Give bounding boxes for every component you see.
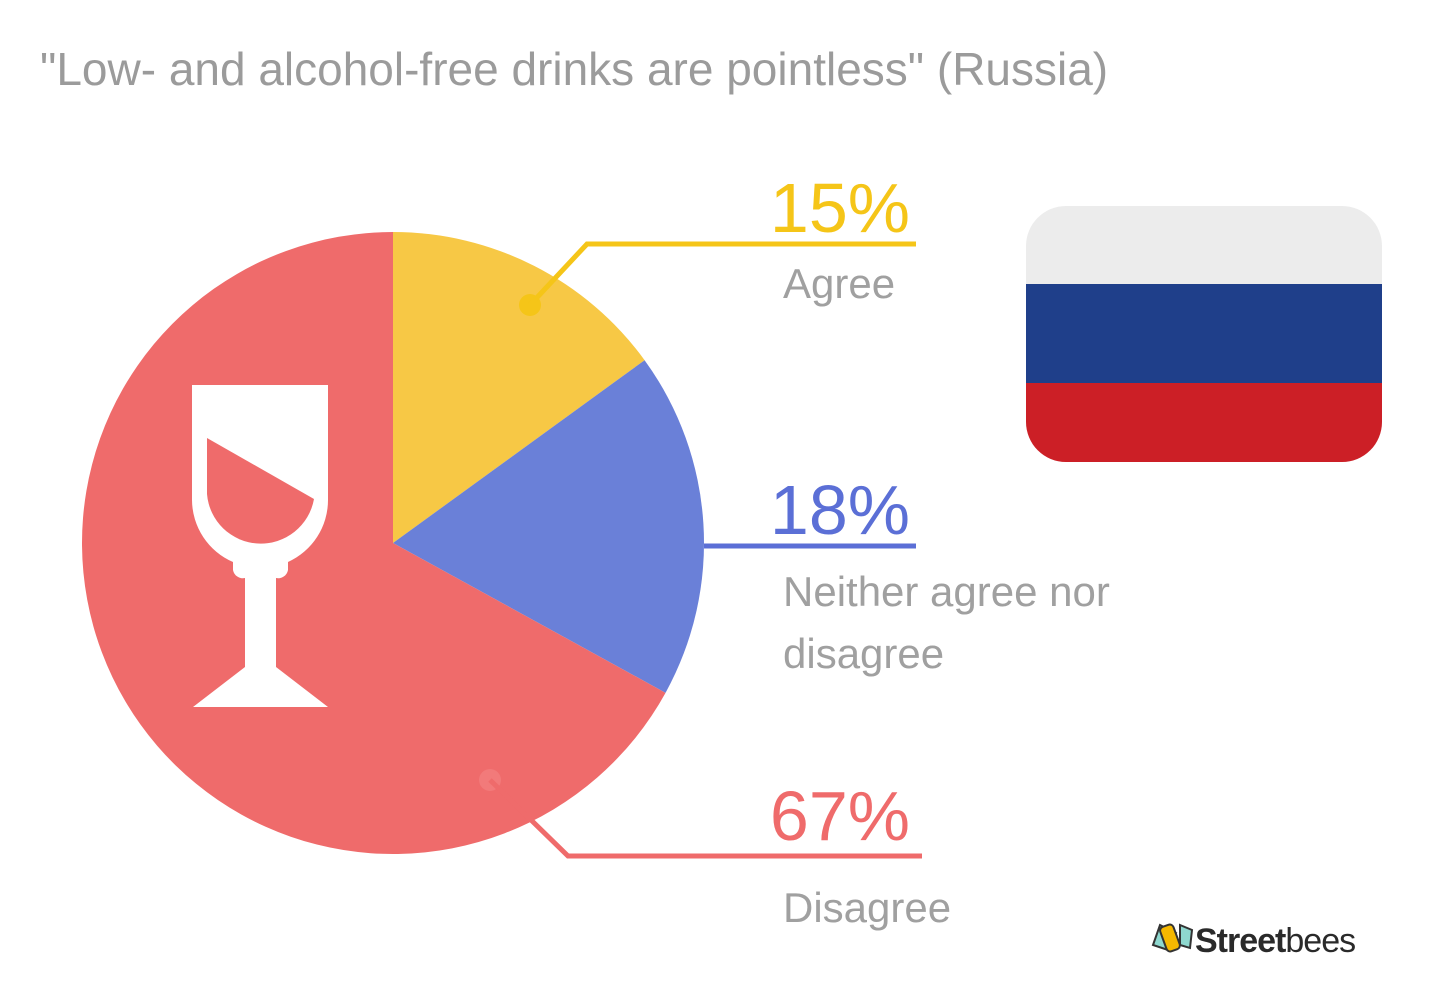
disagree-label: Disagree [783,884,951,931]
bee-icon [1151,923,1194,953]
streetbees-logo: Streetbees [1151,922,1356,960]
agree-leader-line [528,241,916,307]
agree-value-label: 15% [770,169,910,247]
agree-label: Agree [783,260,895,307]
neither-label-line2: disagree [783,630,944,677]
pie-slice-agree [393,232,645,543]
neither-label-line1: Neither agree nor [783,568,1110,615]
disagree-value-label: 67% [770,777,910,855]
neither-value-label: 18% [770,471,910,549]
disagree-leader-line [488,778,922,859]
chart-title: "Low- and alcohol-free drinks are pointl… [40,43,1108,95]
russia-flag [1026,206,1382,462]
pie-slice-neither-agree-nor-disagree [393,360,704,693]
pie [82,232,704,854]
wine-glass-icon [192,385,329,707]
svg-text:Streetbees: Streetbees [1195,922,1355,960]
